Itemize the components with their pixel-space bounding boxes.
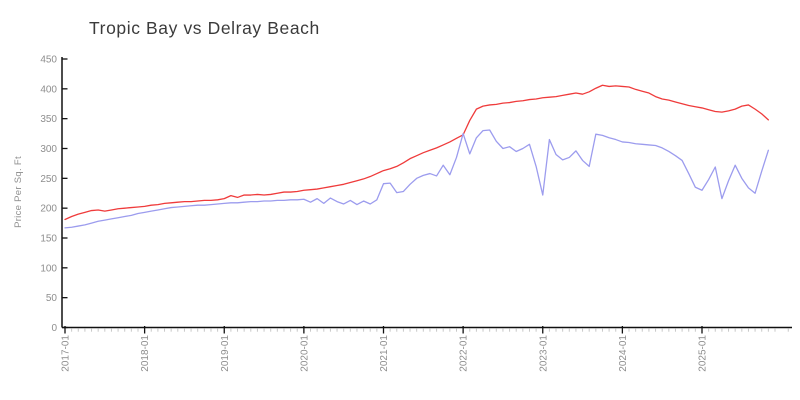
y-tick-label: 0 bbox=[51, 323, 57, 334]
y-tick-label: 250 bbox=[40, 174, 57, 185]
y-tick-label: 350 bbox=[40, 114, 57, 125]
y-axis-label: Price Per Sq. Ft bbox=[13, 156, 24, 228]
x-tick-label: 2018-01 bbox=[140, 335, 151, 372]
x-tick-label: 2017-01 bbox=[61, 335, 72, 372]
y-tick-label: 150 bbox=[40, 234, 57, 245]
x-tick-label: 2023-01 bbox=[538, 335, 549, 372]
y-tick-label: 450 bbox=[40, 55, 57, 66]
x-tick-label: 2022-01 bbox=[459, 335, 470, 372]
red-line-series bbox=[64, 84, 769, 221]
y-tick-label: 50 bbox=[46, 293, 58, 304]
x-tick-label: 2025-01 bbox=[698, 335, 709, 372]
y-tick-label: 300 bbox=[40, 144, 57, 155]
blue-line-series bbox=[64, 129, 769, 229]
y-tick-label: 100 bbox=[40, 263, 57, 274]
chart-title: Tropic Bay vs Delray Beach bbox=[89, 18, 320, 38]
y-tick-label: 400 bbox=[40, 84, 57, 95]
x-tick-label: 2020-01 bbox=[299, 335, 310, 372]
x-tick-label: 2019-01 bbox=[220, 335, 231, 372]
x-tick-label: 2021-01 bbox=[379, 335, 390, 372]
axes bbox=[61, 57, 792, 329]
x-tick-label: 2024-01 bbox=[618, 335, 629, 372]
series-lines bbox=[64, 84, 769, 229]
x-axis-ticks: 2017-01 2018-01 2019-01 2020-01 2021-01 2022-… bbox=[61, 326, 789, 372]
y-tick-label: 200 bbox=[40, 204, 57, 215]
y-axis-ticks: 0 50 100 150 200 250 300 350 400 450 bbox=[40, 55, 68, 334]
